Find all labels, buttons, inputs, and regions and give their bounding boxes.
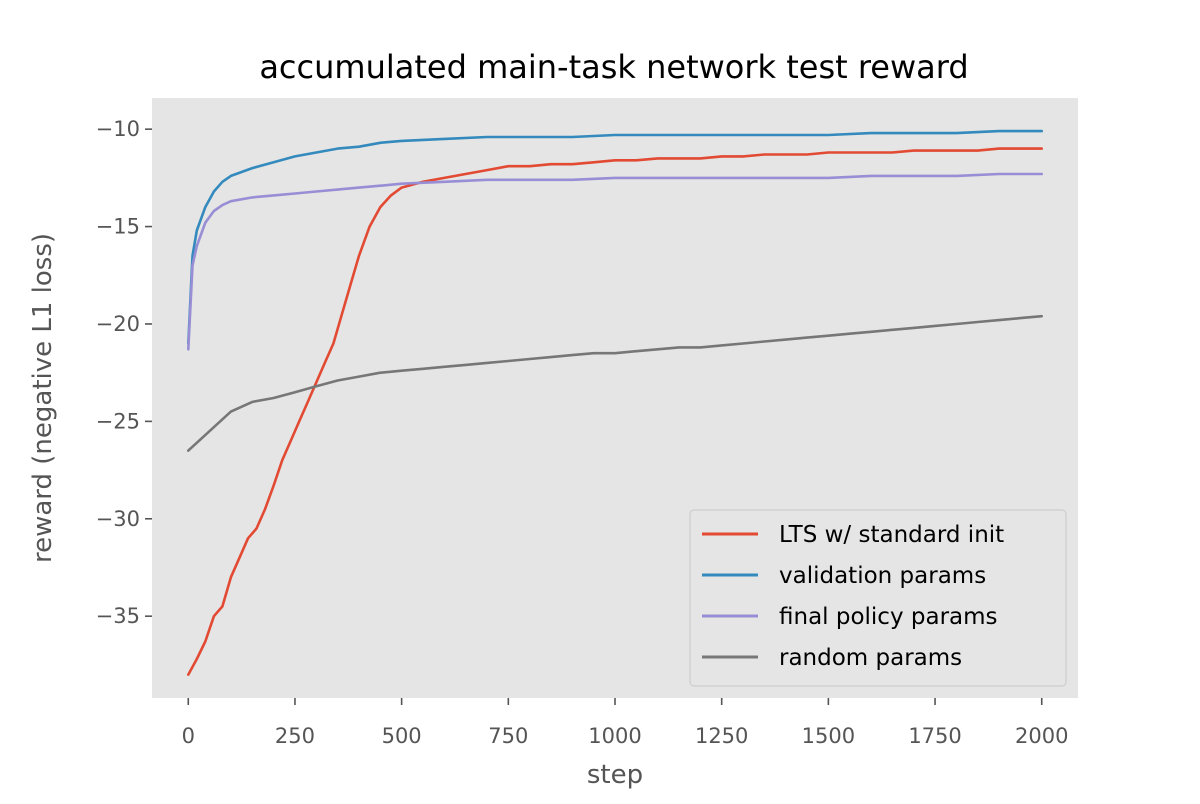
y-tick-label: −25 bbox=[96, 409, 140, 433]
chart-title: accumulated main-task network test rewar… bbox=[259, 48, 968, 86]
series-line-2 bbox=[187, 172, 1043, 351]
x-tick-label: 1500 bbox=[802, 724, 855, 748]
y-axis-label: reward (negative L1 loss) bbox=[28, 233, 58, 563]
legend-label-0: LTS w/ standard init bbox=[779, 522, 1004, 548]
x-tick-label: 500 bbox=[382, 724, 422, 748]
x-tick-label: 1250 bbox=[695, 724, 748, 748]
y-tick-label: −15 bbox=[96, 215, 140, 239]
x-tick-label: 750 bbox=[488, 724, 528, 748]
y-tick-label: −30 bbox=[96, 507, 140, 531]
legend-label-2: final policy params bbox=[779, 604, 998, 630]
y-tick-label: −35 bbox=[96, 604, 140, 628]
x-axis: 0 250 500 750 1000 1250 1500 1750 2000 bbox=[182, 698, 1068, 748]
series-line-1 bbox=[187, 129, 1043, 345]
legend-box bbox=[689, 509, 1067, 687]
x-tick-label: 0 bbox=[182, 724, 195, 748]
x-tick-label: 2000 bbox=[1015, 724, 1068, 748]
series-line-3 bbox=[187, 314, 1043, 452]
x-tick-label: 1000 bbox=[588, 724, 641, 748]
legend-label-3: random params bbox=[779, 645, 962, 671]
series-layer bbox=[187, 129, 1043, 676]
y-tick-label: −10 bbox=[96, 117, 140, 141]
x-tick-label: 250 bbox=[275, 724, 315, 748]
legend: LTS w/ standard init validation params fin… bbox=[689, 509, 1067, 687]
x-axis-label: step bbox=[587, 760, 643, 790]
legend-label-1: validation params bbox=[779, 563, 986, 589]
series-line-0 bbox=[187, 147, 1043, 676]
y-axis: −10 −15 −20 −25 −30 −35 bbox=[96, 117, 152, 628]
x-tick-label: 1750 bbox=[908, 724, 961, 748]
y-tick-label: −20 bbox=[96, 312, 140, 336]
